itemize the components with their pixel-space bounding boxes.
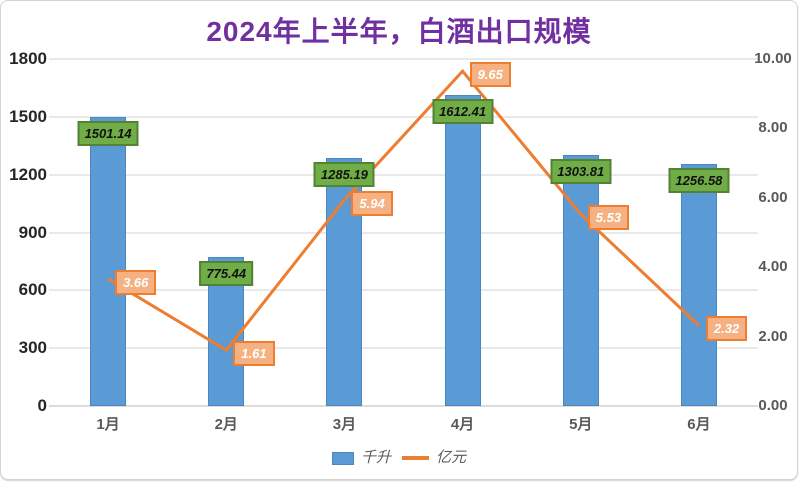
y-axis-right-tick-label: 2.00 — [758, 327, 788, 345]
legend-label-bar-series: 千升 — [360, 449, 391, 466]
bar-data-label: 775.44 — [199, 260, 254, 286]
gridline — [49, 231, 758, 234]
y-axis-left-tick-label: 1200 — [9, 164, 47, 184]
x-axis-category-label: 3月 — [332, 416, 357, 433]
x-axis-category-label: 2月 — [214, 416, 238, 433]
bar-data-label: 1501.14 — [77, 120, 139, 146]
legend-line-swatch-icon — [402, 456, 429, 460]
gridline — [49, 405, 758, 407]
chart-title: 2024年上半年，白酒出口规模 — [206, 16, 592, 47]
y-axis-right-tick-label: 10.00 — [754, 50, 792, 67]
y-axis-left-tick-label: 0 — [37, 396, 47, 415]
gridline — [49, 58, 758, 60]
bar-6月 — [680, 163, 717, 406]
bar-4月 — [444, 95, 481, 406]
gridline — [49, 115, 758, 118]
legend-bar-swatch-icon — [331, 451, 354, 465]
y-axis-left-tick-label: 1500 — [9, 106, 47, 126]
y-axis-right-tick-label: 8.00 — [758, 119, 788, 137]
y-axis-left-tick-label: 300 — [18, 338, 47, 358]
line-data-label: 3.66 — [115, 269, 157, 295]
y-axis-left-tick-label: 600 — [18, 280, 47, 300]
y-axis-left-tick-label: 1800 — [9, 49, 47, 68]
legend: 千升 亿元 — [1, 448, 797, 468]
x-axis-category-label: 6月 — [687, 416, 711, 433]
gridline — [49, 173, 758, 176]
line-data-label: 2.32 — [705, 316, 748, 342]
bar-1月 — [90, 116, 127, 406]
line-data-label: 9.65 — [469, 62, 511, 88]
bar-data-label: 1285.19 — [313, 162, 375, 188]
y-axis-right-tick-label: 0.00 — [758, 397, 788, 414]
x-axis-category-label: 1月 — [96, 416, 120, 433]
y-axis-left-tick-label: 900 — [18, 222, 47, 242]
y-axis-right-tick-label: 4.00 — [758, 258, 788, 276]
bar-data-label: 1303.81 — [550, 158, 612, 184]
bar-data-label: 1612.41 — [432, 99, 494, 125]
y-axis-right-tick-label: 6.00 — [758, 188, 788, 206]
x-axis-category-label: 4月 — [450, 416, 475, 433]
gridline — [49, 347, 758, 350]
bar-5月 — [562, 154, 599, 406]
line-data-label: 5.53 — [587, 205, 630, 231]
x-axis-category-label: 5月 — [569, 416, 593, 433]
bar-data-label: 1256.58 — [668, 167, 730, 193]
legend-label-line-series: 亿元 — [436, 449, 467, 466]
line-data-label: 5.94 — [351, 190, 393, 216]
line-data-label: 1.61 — [233, 341, 275, 367]
